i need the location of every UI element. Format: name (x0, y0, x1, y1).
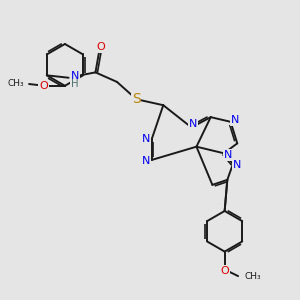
Text: N: N (70, 71, 79, 81)
Text: S: S (132, 92, 141, 106)
Text: O: O (39, 81, 48, 91)
Text: N: N (142, 156, 151, 167)
Text: N: N (224, 150, 232, 160)
Text: N: N (233, 160, 242, 170)
Text: H: H (71, 79, 78, 89)
Text: N: N (189, 119, 197, 129)
Text: N: N (142, 134, 151, 144)
Text: N: N (231, 115, 239, 125)
Text: O: O (96, 42, 105, 52)
Text: CH₃: CH₃ (245, 272, 261, 281)
Text: O: O (220, 266, 229, 276)
Text: CH₃: CH₃ (8, 79, 25, 88)
